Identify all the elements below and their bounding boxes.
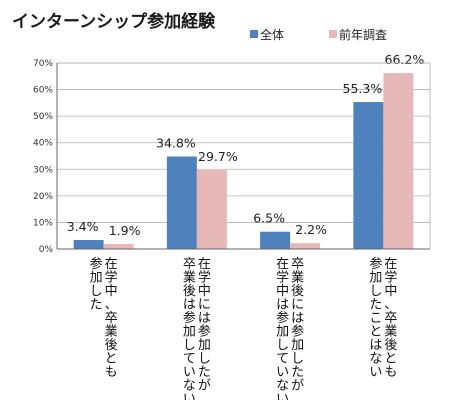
category-label-line: 卒業後は参加していない xyxy=(183,257,196,400)
category-label-line: 在学中、卒業後とも xyxy=(384,257,397,380)
y-tick-label: 50% xyxy=(33,112,53,122)
category-label-line: 卒業後には参加したが xyxy=(291,257,304,394)
legend-label-series-2: 前年調査 xyxy=(339,27,387,42)
legend-label-series-1: 全体 xyxy=(260,27,284,42)
category-label-line: 在学中、卒業後とも xyxy=(105,257,118,380)
y-tick-label: 0% xyxy=(39,245,54,255)
category-label-line: 在学中には参加したが xyxy=(198,257,211,394)
data-label: 66.2% xyxy=(385,52,425,67)
legend-swatch-series-1 xyxy=(250,30,258,38)
y-tick-label: 40% xyxy=(33,139,53,149)
category-label-line: 在学中は参加していない xyxy=(276,257,289,400)
bar-series-2 xyxy=(103,243,134,249)
axes xyxy=(56,62,431,250)
data-label: 3.4% xyxy=(67,219,99,234)
bar-series-1 xyxy=(260,231,291,249)
bar-series-2 xyxy=(290,243,321,249)
y-tick-label: 20% xyxy=(33,192,53,202)
legend: 全体 前年調査 xyxy=(250,27,387,42)
y-tick-label: 60% xyxy=(33,86,53,96)
bar-series-2 xyxy=(196,170,227,249)
bar-series-2 xyxy=(383,73,414,250)
bar-series-1 xyxy=(353,102,384,249)
category-label-line: 参加した xyxy=(90,256,103,313)
y-axis-ticks: 0% 10% 20% 30% 40% 50% 60% 70% xyxy=(33,59,53,255)
bar-series-1 xyxy=(73,239,104,249)
chart-title: インターンシップ参加経験 xyxy=(12,11,216,32)
bar-series-1 xyxy=(166,156,197,249)
y-tick-label: 70% xyxy=(33,59,53,69)
legend-swatch-series-2 xyxy=(329,30,337,38)
data-label: 34.8% xyxy=(156,136,196,151)
category-labels: 在学中、卒業後とも参加した在学中には参加したが卒業後は参加していない卒業後には参… xyxy=(90,256,398,400)
y-tick-label: 30% xyxy=(33,165,53,175)
category-label-line: 参加したことはない xyxy=(369,256,382,380)
data-label: 1.9% xyxy=(109,223,141,238)
bars xyxy=(73,73,414,250)
data-label: 6.5% xyxy=(253,211,285,226)
data-label: 29.7% xyxy=(198,149,238,164)
data-label: 2.2% xyxy=(295,222,327,237)
data-labels: 3.4% 1.9% 34.8%29.7% 6.5% 2.2% 55.3%66.2% xyxy=(67,52,425,238)
y-tick-label: 10% xyxy=(33,218,53,228)
data-label: 55.3% xyxy=(343,81,383,96)
